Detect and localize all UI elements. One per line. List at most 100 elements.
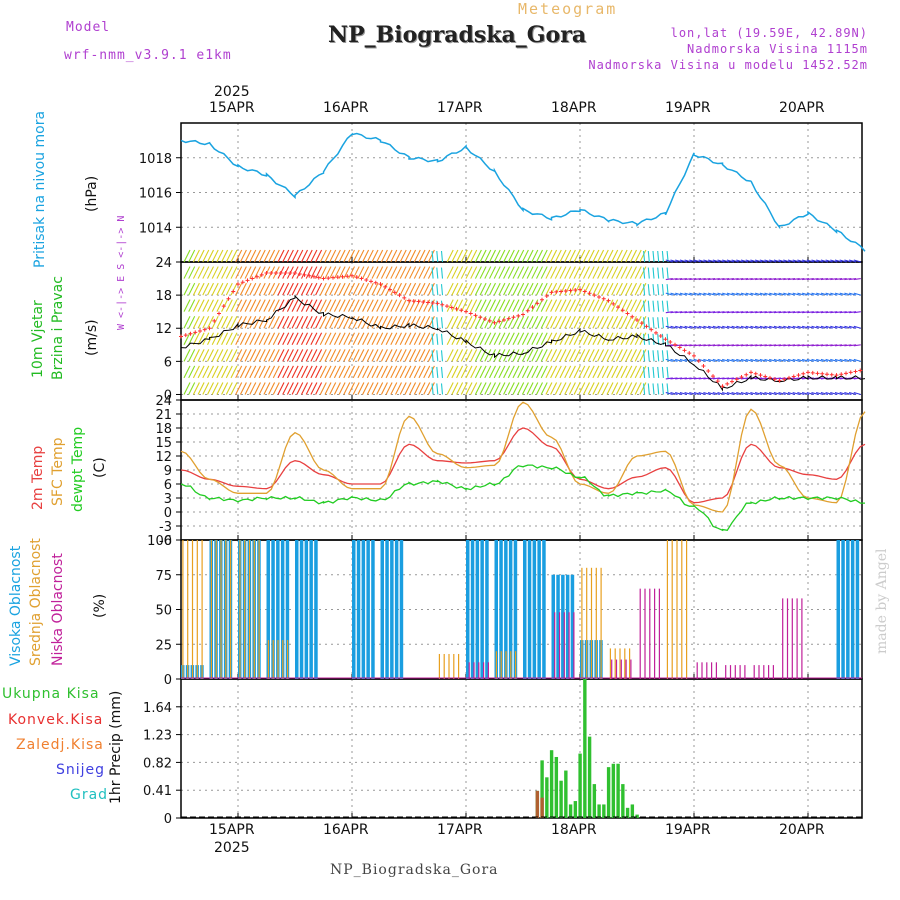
wind-arrow: [395, 282, 402, 296]
wind-arrow: [183, 299, 191, 312]
wind-arrow: [301, 299, 308, 312]
wind-arrow: [606, 332, 614, 346]
gust-marker: [459, 308, 464, 313]
wind-arrow: [834, 344, 843, 347]
wind-arrow: [244, 249, 252, 263]
cloud-mid-bar: [215, 540, 217, 679]
wind-arrow: [630, 266, 637, 279]
wind-arrow: [465, 266, 473, 279]
precip-total-bar: [602, 804, 606, 818]
cloud-mid-bar: [443, 653, 445, 679]
wind-arrow: [643, 250, 646, 263]
wind-arrow: [404, 349, 412, 362]
wind-arrow: [592, 249, 600, 263]
wind-arrow: [404, 282, 412, 296]
gust-marker: [468, 311, 473, 316]
wind-arrow: [848, 325, 857, 329]
wind-arrow: [844, 311, 852, 314]
wind-arrow: [470, 382, 478, 395]
wind-arrow: [820, 391, 829, 396]
cloud-high-bar: [551, 574, 555, 679]
wind-arrow: [787, 358, 796, 362]
wind-arrow: [343, 282, 351, 296]
wind-arrow: [436, 333, 439, 345]
wind-arrow: [726, 344, 734, 347]
wind-arrow: [620, 282, 628, 296]
cloud-low-bar: [715, 662, 717, 679]
gust-marker: [388, 287, 392, 292]
gust-marker: [449, 305, 454, 310]
cloud-high-bar: [309, 540, 313, 679]
wind-arrow: [773, 344, 781, 347]
wind-arrow: [615, 282, 623, 296]
wind-arrow: [531, 266, 539, 279]
wind-arrow: [652, 383, 655, 395]
precip-total-bar: [554, 756, 559, 818]
wind-arrow: [792, 358, 800, 362]
wind-arrow: [202, 349, 210, 362]
wind-arrow: [797, 311, 805, 314]
wind-arrow: [722, 259, 730, 263]
wind-arrow: [258, 332, 266, 346]
wind-arrow: [601, 349, 609, 362]
gust-marker: [226, 296, 231, 301]
cloud-mid-bar: [676, 540, 678, 679]
wind-arrow: [759, 358, 767, 362]
wind-arrow: [197, 249, 205, 263]
wind-arrow: [385, 332, 393, 346]
wind-arrow: [564, 382, 572, 395]
wind-arrow: [536, 249, 543, 263]
gust-marker: [763, 374, 768, 379]
wind-arrow: [806, 358, 814, 362]
wind-arrow: [787, 259, 796, 263]
wind-arrow: [536, 365, 543, 379]
wind-arrow: [390, 315, 398, 329]
wind-arrow: [225, 299, 233, 312]
cloud-low-bar: [620, 659, 622, 679]
wind-arrow: [225, 315, 233, 329]
wind-arrow: [211, 299, 219, 312]
wind-arrow: [362, 249, 370, 263]
wind-arrow: [652, 317, 655, 329]
wind-arrow: [440, 284, 444, 296]
cloud-low-bar: [791, 598, 793, 679]
gust-marker: [402, 295, 407, 300]
cloud-low-bar: [630, 659, 632, 679]
gust-marker: [259, 272, 264, 277]
cloud-high-bar: [394, 540, 399, 679]
wind-arrow: [769, 311, 777, 314]
wind-arrow: [423, 249, 431, 263]
wind-arrow: [399, 365, 407, 379]
wind-arrow: [282, 332, 290, 346]
wind-arrow: [216, 266, 224, 279]
year-bottom: 2025: [214, 840, 250, 856]
wind-arrow: [587, 315, 595, 329]
wind-arrow: [707, 391, 716, 396]
wind-arrow: [517, 382, 525, 395]
wind-arrow: [230, 299, 238, 312]
wind-arrow: [647, 383, 650, 395]
wind-arrow: [634, 299, 642, 312]
wind-arrow: [348, 249, 355, 263]
wind-arrow: [573, 382, 581, 395]
wind-arrow: [352, 365, 360, 379]
wind-arrow: [512, 315, 520, 329]
wind-arrow: [446, 382, 454, 395]
wind-arrow: [338, 282, 346, 296]
wind-arrow: [436, 250, 439, 263]
y-tick-label: -6: [159, 534, 172, 549]
cloud-low-bar: [744, 665, 746, 679]
gust-marker: [663, 337, 668, 342]
wind-arrow: [689, 344, 697, 347]
wind-arrow: [366, 332, 374, 346]
wind-arrow: [759, 292, 767, 296]
wind-arrow: [404, 249, 412, 263]
wind-arrow: [703, 358, 711, 362]
date-tick-label: 16APR: [323, 100, 369, 116]
wind-arrow: [484, 315, 492, 329]
gust-marker: [620, 308, 625, 313]
wind-arrow: [578, 349, 586, 362]
wind-arrow: [431, 317, 434, 329]
wind-arrow: [643, 317, 646, 329]
wind-arrow: [597, 299, 605, 312]
